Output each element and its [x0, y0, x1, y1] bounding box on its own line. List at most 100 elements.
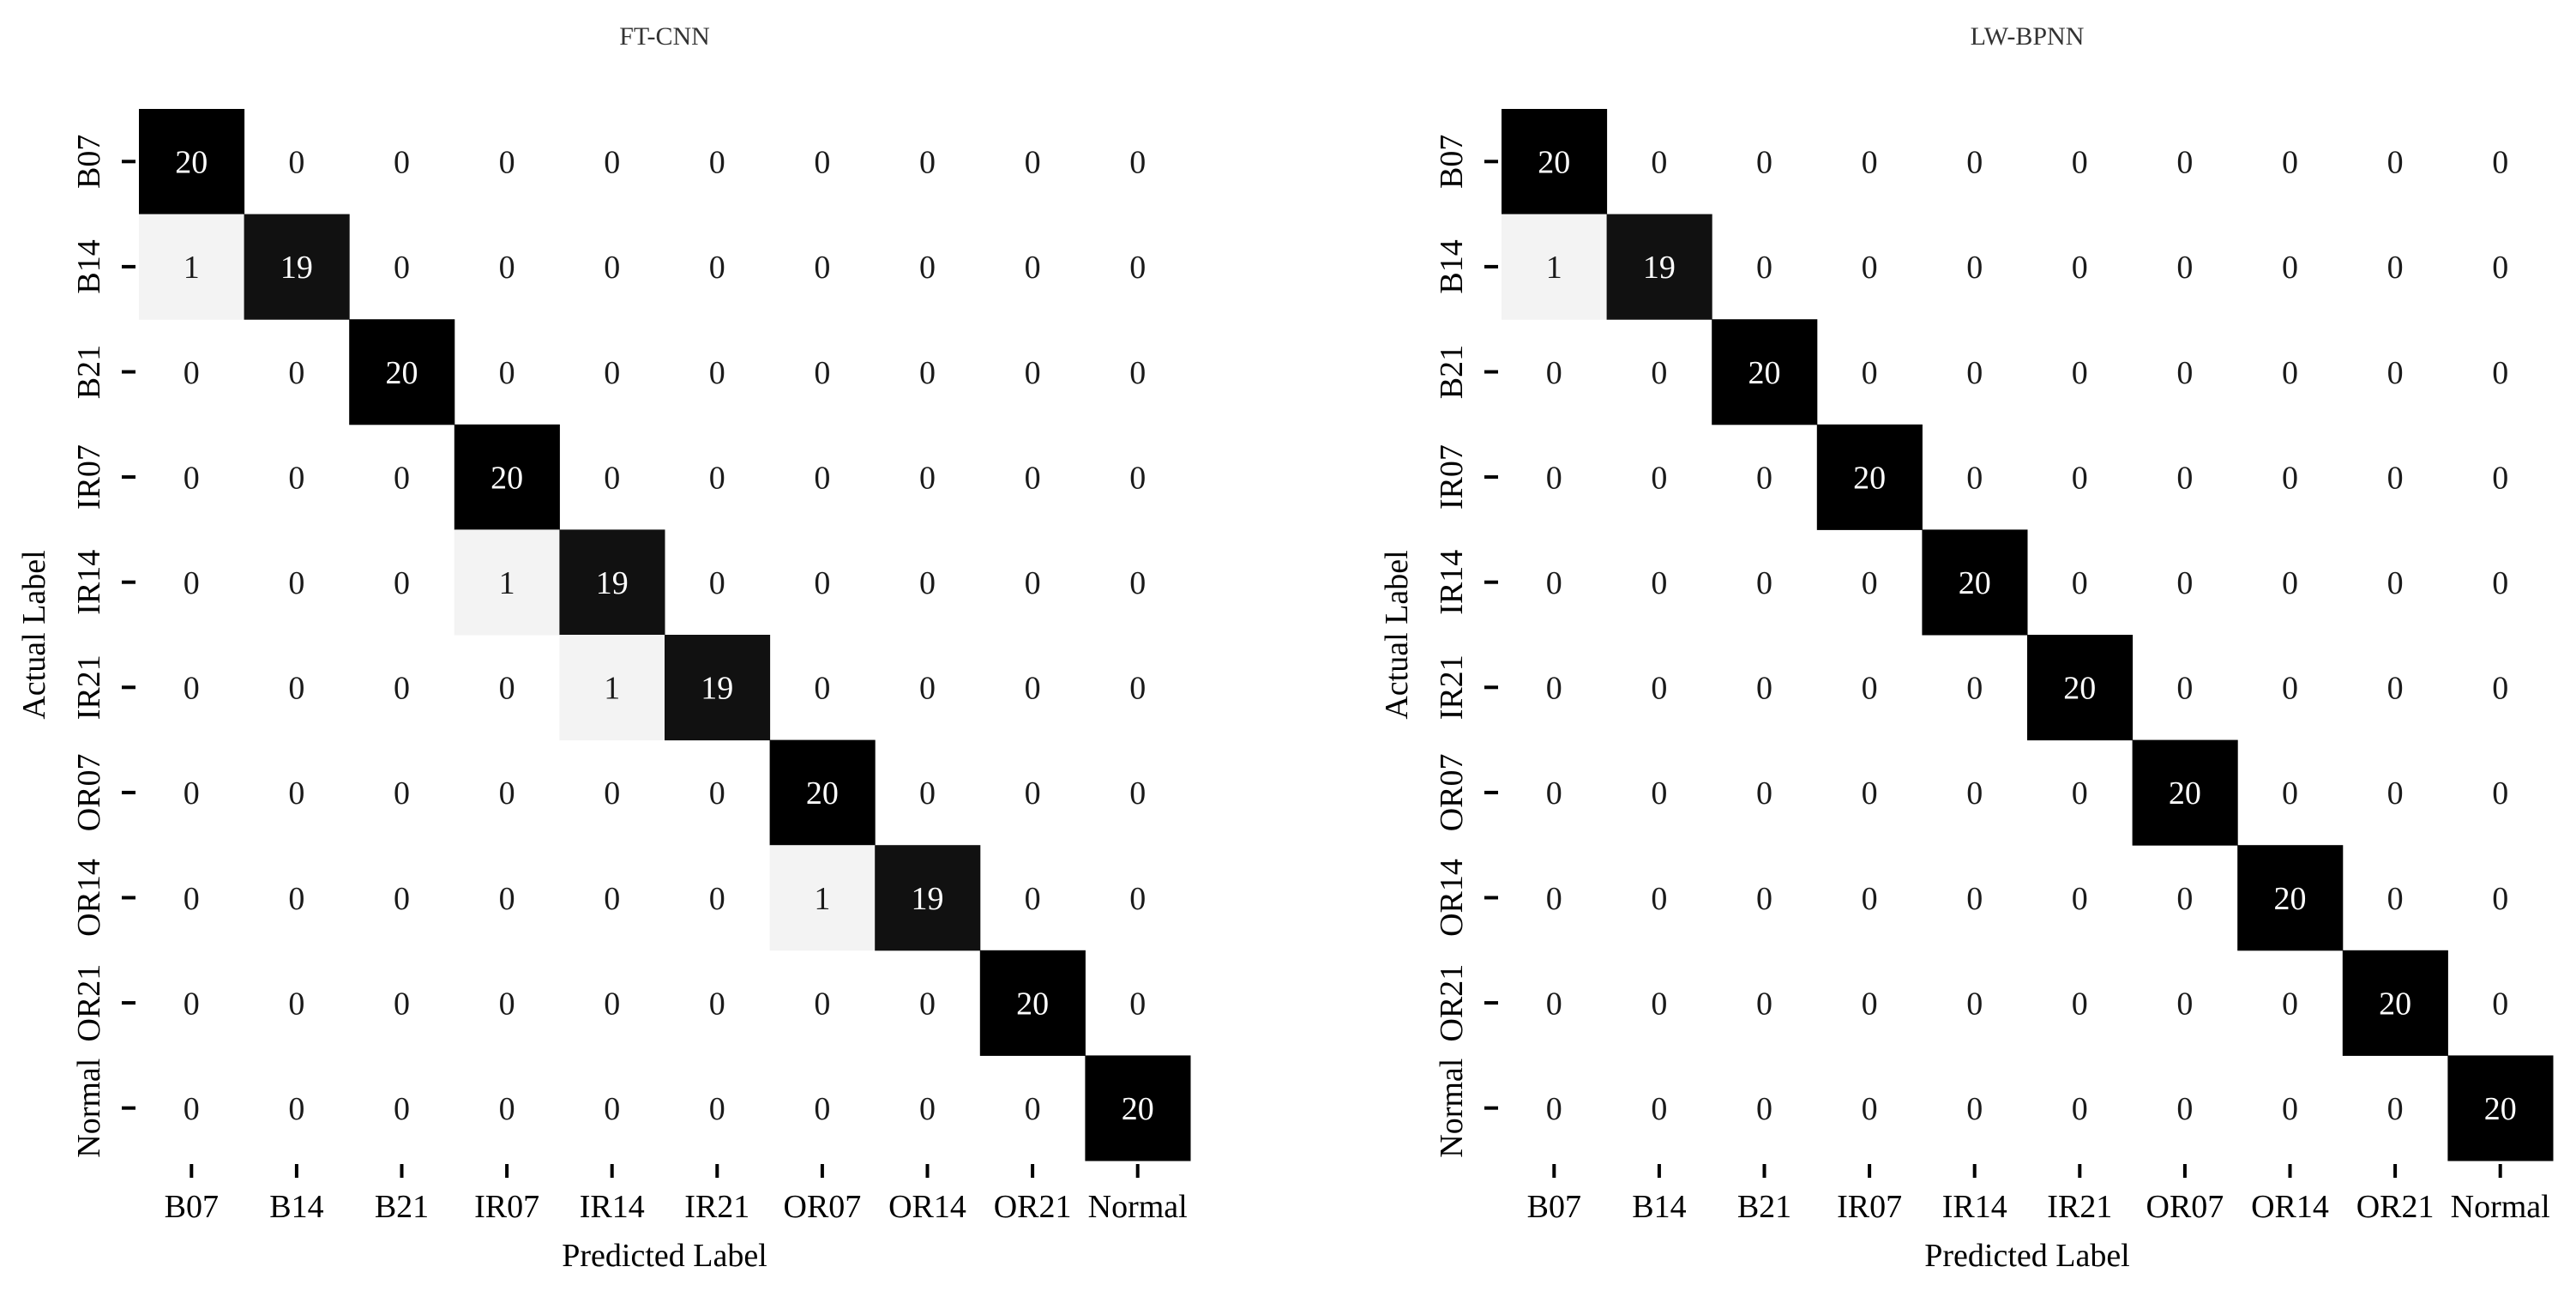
cell-value-label: 20 — [175, 145, 208, 181]
cell-value-label: 0 — [2387, 671, 2404, 707]
cell-value-label: 0 — [2072, 250, 2088, 286]
x-tick-label: OR21 — [994, 1189, 1072, 1225]
cell-value-label: 0 — [184, 1091, 200, 1127]
cell-value-label: 0 — [2072, 881, 2088, 917]
y-tick-label: OR14 — [71, 859, 107, 937]
cell-value-label: 0 — [2282, 355, 2298, 391]
cell-value-label: 0 — [1966, 1091, 1983, 1127]
cell-value-label: 0 — [814, 355, 830, 391]
cell-value-label: 0 — [394, 1091, 410, 1127]
cell-value-label: 0 — [709, 355, 725, 391]
cell-value-label: 0 — [1025, 145, 1041, 181]
cell-value-label: 19 — [280, 250, 313, 286]
cell-value-label: 0 — [709, 1091, 725, 1127]
cell-value-label: 1 — [604, 671, 620, 707]
cell-value-label: 0 — [1651, 460, 1667, 496]
cell-value-label: 0 — [1129, 775, 1146, 811]
cell-value-label: 0 — [1756, 460, 1773, 496]
y-tick-label: OR07 — [1434, 754, 1470, 832]
cell-value-label: 0 — [499, 986, 515, 1022]
y-axis-label: Actual Label — [16, 550, 52, 719]
cell-value-label: 0 — [1025, 460, 1041, 496]
cell-value-label: 0 — [184, 775, 200, 811]
cell-value-label: 0 — [1651, 145, 1667, 181]
x-tick-label: B21 — [1737, 1189, 1791, 1225]
cell-value-label: 0 — [2492, 671, 2508, 707]
heatmap-cell — [665, 635, 771, 741]
cell-value-label: 0 — [1966, 355, 1983, 391]
cell-value-label: 0 — [2492, 986, 2508, 1022]
cell-value-label: 0 — [2176, 1091, 2193, 1127]
cell-value-label: 0 — [2282, 671, 2298, 707]
cell-value-label: 0 — [2492, 250, 2508, 286]
cell-value-label: 0 — [499, 671, 515, 707]
y-tick-label: B14 — [71, 239, 107, 293]
cell-value-label: 0 — [1025, 775, 1041, 811]
cell-value-label: 0 — [1756, 986, 1773, 1022]
cell-value-label: 0 — [1862, 250, 1878, 286]
cell-value-label: 20 — [1748, 355, 1781, 391]
y-tick-label: OR21 — [1434, 964, 1470, 1042]
cell-value-label: 0 — [499, 355, 515, 391]
cell-value-label: 0 — [2282, 565, 2298, 601]
cell-value-label: 0 — [1651, 1091, 1667, 1127]
cell-value-label: 0 — [604, 250, 620, 286]
cell-value-label: 0 — [2492, 355, 2508, 391]
cell-value-label: 20 — [2169, 775, 2201, 811]
cell-value-label: 0 — [394, 145, 410, 181]
cell-value-label: 0 — [814, 145, 830, 181]
cell-value-label: 0 — [1129, 881, 1146, 917]
cell-value-label: 0 — [1862, 986, 1878, 1022]
x-tick-label: B07 — [165, 1189, 219, 1225]
cell-value-label: 0 — [1025, 355, 1041, 391]
cell-value-label: 0 — [499, 145, 515, 181]
cell-value-label: 0 — [288, 775, 304, 811]
cell-value-label: 0 — [2387, 145, 2404, 181]
cell-value-label: 0 — [1862, 881, 1878, 917]
heatmap-cell — [559, 635, 665, 741]
y-tick-label: IR21 — [71, 655, 107, 720]
heatmap-cell — [139, 214, 245, 320]
chart-title: LW-BPNN — [1971, 22, 2085, 51]
cell-value-label: 0 — [2072, 986, 2088, 1022]
cell-value-label: 0 — [604, 986, 620, 1022]
cell-value-label: 0 — [499, 250, 515, 286]
y-tick-label: B07 — [1434, 135, 1470, 189]
cell-value-label: 0 — [1756, 145, 1773, 181]
cell-value-label: 0 — [709, 775, 725, 811]
y-tick-label: IR07 — [71, 444, 107, 510]
cell-value-label: 0 — [2176, 145, 2193, 181]
x-tick-label: B14 — [1632, 1189, 1686, 1225]
cell-value-label: 0 — [2492, 565, 2508, 601]
cell-value-label: 0 — [709, 250, 725, 286]
cell-value-label: 1 — [499, 565, 515, 601]
y-tick-label: Normal — [71, 1059, 107, 1158]
cell-value-label: 1 — [184, 250, 200, 286]
cell-value-label: 0 — [2282, 460, 2298, 496]
cell-value-label: 0 — [1966, 250, 1983, 286]
heatmap-cell — [769, 739, 876, 846]
cell-value-label: 20 — [1016, 986, 1049, 1022]
cell-value-label: 0 — [2492, 460, 2508, 496]
cell-value-label: 0 — [1862, 775, 1878, 811]
cell-value-label: 0 — [2176, 671, 2193, 707]
cell-value-label: 0 — [499, 775, 515, 811]
y-tick-label: IR14 — [71, 550, 107, 615]
cell-value-label: 0 — [1966, 145, 1983, 181]
cell-value-label: 0 — [1862, 1091, 1878, 1127]
x-tick-label: OR14 — [888, 1189, 966, 1225]
cell-value-label: 0 — [814, 986, 830, 1022]
x-tick-label: OR14 — [2251, 1189, 2329, 1225]
cell-value-label: 0 — [919, 775, 936, 811]
cell-value-label: 0 — [1966, 671, 1983, 707]
cell-value-label: 0 — [2387, 775, 2404, 811]
cell-value-label: 0 — [394, 250, 410, 286]
cell-value-label: 0 — [184, 671, 200, 707]
cell-value-label: 0 — [499, 1091, 515, 1127]
cell-value-label: 0 — [2387, 250, 2404, 286]
cell-value-label: 0 — [2387, 1091, 2404, 1127]
cell-value-label: 1 — [814, 881, 830, 917]
heatmap-cell — [2342, 950, 2448, 1056]
cell-value-label: 0 — [394, 986, 410, 1022]
